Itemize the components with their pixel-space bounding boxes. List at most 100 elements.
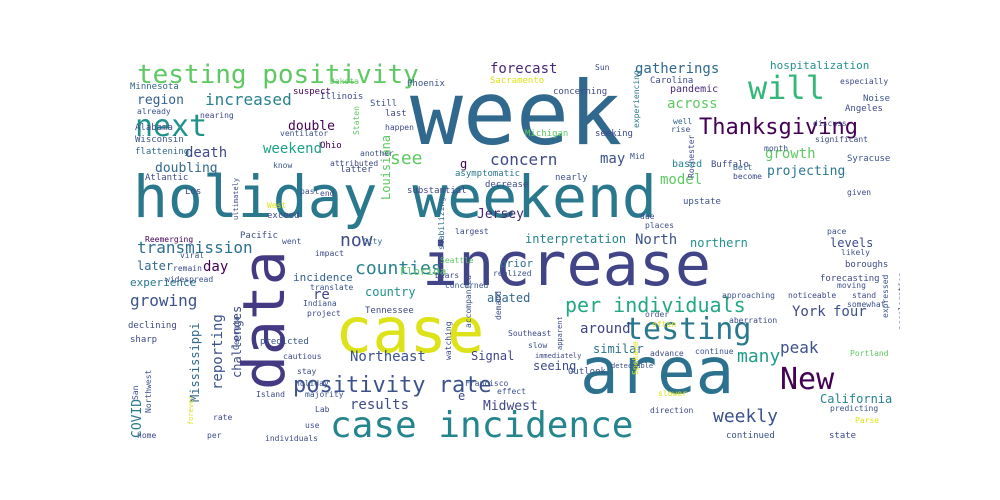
- word-given: given: [847, 188, 872, 197]
- word-know: know: [273, 161, 293, 170]
- word-viral: viral: [180, 251, 205, 260]
- word-moving: moving: [837, 281, 866, 290]
- word-reporting: reporting: [210, 314, 226, 390]
- word-across: across: [667, 96, 718, 112]
- word-approaching: approaching: [722, 291, 775, 300]
- word-model: model: [660, 172, 703, 188]
- word-louisiana: Louisiana: [379, 134, 393, 200]
- word-dakota: Dakota: [330, 77, 359, 86]
- word-stand: stand: [852, 291, 877, 300]
- word-doubling: doubling: [155, 161, 218, 176]
- word-end: end: [320, 189, 335, 198]
- word-acceleration: acceleration: [897, 272, 900, 330]
- word-gatherings: gatherings: [635, 61, 720, 77]
- word-order: order: [645, 310, 670, 319]
- word-around: around: [580, 321, 631, 337]
- word-still: Still: [370, 99, 398, 109]
- word-rate: rate: [213, 413, 233, 422]
- word-northwest: Northwest: [144, 369, 153, 413]
- word-g: g: [460, 157, 468, 171]
- word-seeking: seeking: [595, 129, 633, 139]
- word-pacific: Pacific: [240, 231, 278, 241]
- word-exceed: exceed: [267, 211, 300, 221]
- word-suspect: suspect: [293, 87, 331, 97]
- word-places: places: [645, 221, 674, 230]
- word-cautious: cautious: [283, 352, 322, 361]
- word-noise: Noise: [863, 94, 891, 104]
- word-francisco: Francisco: [465, 379, 509, 388]
- word-remain: remain: [173, 264, 202, 273]
- word-mississippi: Mississippi: [188, 322, 202, 402]
- word-results: results: [350, 397, 410, 413]
- word-angeles: Angeles: [845, 104, 883, 114]
- word-concern: concern: [490, 150, 558, 169]
- word-largest: largest: [455, 227, 489, 236]
- word-buffalo: Buffalo: [711, 160, 749, 170]
- word-area: area: [580, 335, 735, 409]
- word-syracuse: Syracuse: [847, 154, 891, 164]
- word-parse: Parse: [855, 416, 880, 425]
- word-carolina: Carolina: [650, 76, 694, 86]
- word-due: due: [640, 212, 655, 221]
- word-last: last: [385, 109, 407, 119]
- word-concerned: concerned: [445, 281, 489, 290]
- word-will: will: [748, 69, 826, 107]
- word-weekly: weekly: [713, 406, 779, 427]
- word-california: California: [820, 392, 893, 406]
- word-slow: slow: [528, 341, 548, 350]
- word-death: death: [185, 145, 228, 161]
- word-prior: prior: [500, 257, 534, 270]
- word-declining: declining: [128, 321, 177, 331]
- word-re: re: [313, 287, 330, 303]
- word-aberration: aberration: [729, 316, 778, 325]
- word-sharp: sharp: [130, 335, 158, 345]
- word-transmission: transmission: [137, 238, 253, 257]
- word-later: later: [137, 259, 174, 273]
- word-forever: forever: [187, 395, 195, 425]
- word-per-individuals: per individuals: [565, 293, 746, 317]
- word-individuals: individuals: [265, 434, 318, 443]
- word-case-incidence: case incidence: [330, 405, 634, 446]
- word-case: case: [335, 294, 485, 367]
- word-tennessee: Tennessee: [365, 306, 414, 316]
- word-nearing: nearing: [200, 111, 234, 120]
- word-michigan: Michigan: [525, 129, 569, 139]
- word-lab: Lab: [315, 405, 330, 414]
- word-holiday-weekend: holiday weekend: [133, 163, 657, 231]
- word-ohio: Ohio: [320, 141, 342, 151]
- word-incidence: incidence: [293, 271, 353, 284]
- word-illinois: Illinois: [320, 92, 364, 102]
- word-happen: happen: [385, 123, 414, 132]
- word-los: Los: [185, 187, 202, 197]
- word-immediately: immediately: [535, 352, 582, 360]
- word-interpretation: interpretation: [525, 232, 627, 246]
- word-growth: growth: [765, 146, 816, 162]
- word-cloud: week holiday weekend increase case data area c…: [125, 50, 900, 450]
- word-pace: pace: [827, 227, 847, 236]
- word-often: often: [652, 320, 677, 329]
- word-widespread: widespread: [165, 275, 214, 284]
- word-hospitalization: hospitalization: [770, 59, 870, 72]
- word-bears: bears: [435, 271, 460, 280]
- word-experiencing: experiencing: [632, 70, 641, 128]
- word-nearly: nearly: [555, 173, 588, 183]
- word-significant: significant: [815, 135, 868, 144]
- word-accompanied: accompanied: [464, 275, 473, 328]
- word-concerning: concerning: [553, 87, 608, 97]
- word-sacramento: Sacramento: [490, 76, 545, 86]
- word-similar: similar: [593, 342, 644, 356]
- word-peak: peak: [780, 338, 819, 357]
- word-especially: especially: [840, 77, 889, 86]
- word-watching: watching: [444, 321, 453, 360]
- word-demand: demand: [494, 291, 503, 320]
- word-flattening: flattening: [135, 147, 190, 157]
- word-seattle: Seattle: [440, 256, 474, 265]
- word-mid: Mid: [630, 152, 645, 161]
- word-forecast: forecast: [490, 61, 558, 77]
- word-asymptomatic: asymptomatic: [455, 169, 521, 179]
- word-outlook: Outlook: [568, 367, 606, 377]
- word-already: already: [137, 107, 171, 116]
- word-testing-positivity: testing positivity: [137, 60, 419, 90]
- word-state: state: [829, 431, 857, 441]
- word-staten: Staten: [352, 106, 361, 135]
